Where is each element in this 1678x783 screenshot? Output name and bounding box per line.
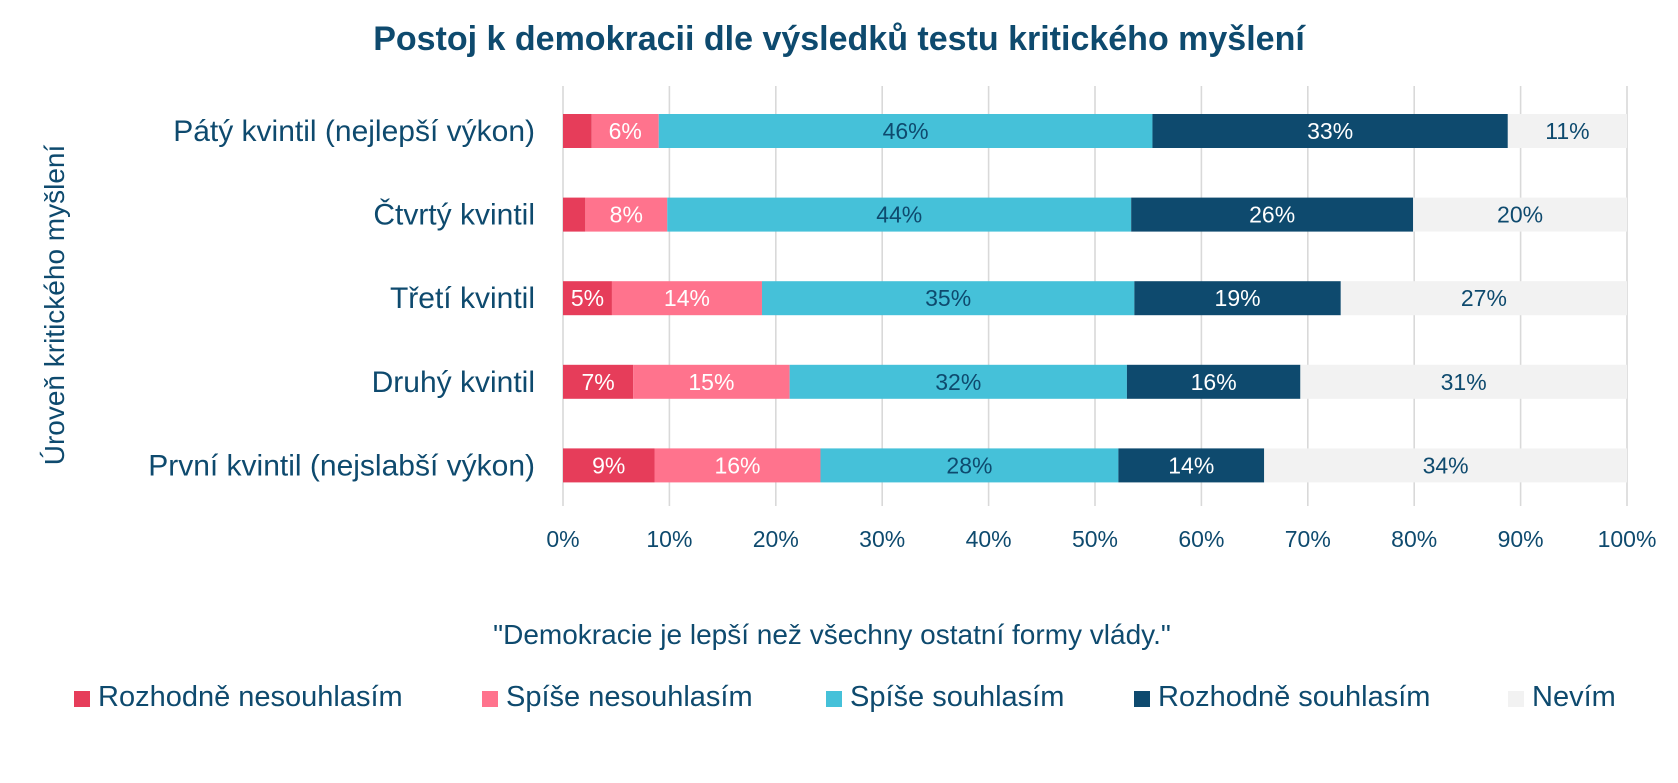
bar-data-label: 26% xyxy=(1249,202,1295,228)
bar-segment xyxy=(1134,281,1341,316)
bar-segment xyxy=(563,281,612,316)
bar-data-label: 32% xyxy=(935,369,981,395)
bar-segment xyxy=(789,364,1127,399)
x-tick-label: 10% xyxy=(646,526,692,552)
category-label: Druhý kvintil xyxy=(372,366,535,399)
legend-label: Spíše nesouhlasím xyxy=(506,681,753,713)
bar-data-label: 16% xyxy=(1191,369,1237,395)
legend-swatch xyxy=(74,691,90,707)
bar-segment xyxy=(761,281,1135,316)
bar-segment xyxy=(1340,281,1627,316)
bar-data-label: 14% xyxy=(664,285,710,311)
category-labels: Pátý kvintil (nejlepší výkon) Čtvrtý kvin… xyxy=(148,115,535,482)
bar-segment xyxy=(611,281,762,316)
x-tick-label: 90% xyxy=(1498,526,1544,552)
bar-data-label: 7% xyxy=(581,369,614,395)
legend-label: Nevím xyxy=(1532,681,1616,713)
category-label: Třetí kvintil xyxy=(390,282,535,315)
y-axis-title: Úroveň kritického myšlení xyxy=(39,145,70,466)
bar-segment xyxy=(591,114,659,148)
bar-data-label: 33% xyxy=(1307,118,1353,144)
x-tick-label: 70% xyxy=(1285,526,1331,552)
bar-data-label: 16% xyxy=(714,452,760,478)
bar-data-label: 6% xyxy=(609,118,642,144)
x-tick-label: 80% xyxy=(1391,526,1437,552)
bar-segment xyxy=(658,114,1153,148)
legend-swatch xyxy=(1508,691,1524,707)
legend-label: Spíše souhlasím xyxy=(850,681,1064,713)
bar-data-label: 5% xyxy=(571,285,604,311)
bar-data-label: 8% xyxy=(610,202,643,228)
bar-segment xyxy=(563,448,655,483)
bar-data-label: 9% xyxy=(592,452,625,478)
x-tick-label: 40% xyxy=(966,526,1012,552)
bar-data-label: 19% xyxy=(1215,285,1261,311)
bar-segment xyxy=(1264,448,1627,483)
bar-data-label: 15% xyxy=(688,369,734,395)
bar-segment xyxy=(1126,364,1301,399)
bar-data-label: 11% xyxy=(1545,118,1589,144)
bar-segment xyxy=(633,364,790,399)
bar-data-label: 46% xyxy=(883,118,929,144)
bar-segment xyxy=(1152,114,1508,148)
bars: 6% 46% 33% 11% 8% 44% 26% 20% 5% 14% 35% 19% 27% 7% 15… xyxy=(563,114,1627,483)
x-axis-ticks: 0% 10% 20% 30% 40% 50% 60% 70% 80% 90% 100% xyxy=(546,526,1656,552)
x-tick-label: 20% xyxy=(753,526,799,552)
bar-segment xyxy=(1131,197,1414,232)
chart-title: Postoj k demokracii dle výsledků testu k… xyxy=(373,20,1306,58)
bar-data-label: 34% xyxy=(1423,452,1469,478)
bar-data-label: 20% xyxy=(1497,202,1543,228)
x-tick-label: 100% xyxy=(1598,526,1657,552)
bar-segment xyxy=(563,364,634,399)
legend-label: Rozhodně souhlasím xyxy=(1158,681,1430,713)
bar-data-label: 44% xyxy=(876,202,922,228)
bar-segment xyxy=(654,448,821,483)
category-label: Pátý kvintil (nejlepší výkon) xyxy=(173,115,535,148)
bar-segment xyxy=(667,197,1132,232)
bar-segment xyxy=(1300,364,1627,399)
category-label: První kvintil (nejslabší výkon) xyxy=(148,449,535,482)
bar-segment xyxy=(563,114,592,148)
legend-swatch xyxy=(826,691,842,707)
bar-data-label: 35% xyxy=(925,285,971,311)
bar-data-label: 27% xyxy=(1461,285,1507,311)
x-tick-label: 0% xyxy=(546,526,579,552)
bar-data-label: 14% xyxy=(1168,452,1214,478)
x-tick-label: 50% xyxy=(1072,526,1118,552)
x-tick-label: 30% xyxy=(859,526,905,552)
bar-segment xyxy=(1507,114,1627,148)
bar-data-label: 31% xyxy=(1441,369,1487,395)
legend-swatch xyxy=(482,691,498,707)
x-tick-label: 60% xyxy=(1178,526,1224,552)
legend-label: Rozhodně nesouhlasím xyxy=(98,681,403,713)
bar-segment xyxy=(585,197,668,232)
category-label: Čtvrtý kvintil xyxy=(373,198,535,232)
bar-segment xyxy=(563,197,586,232)
legend: Rozhodně nesouhlasím Spíše nesouhlasím Spí… xyxy=(74,681,1616,713)
bar-segment xyxy=(1118,448,1265,483)
bar-segment xyxy=(1413,197,1627,232)
legend-swatch xyxy=(1134,691,1150,707)
bar-data-label: 28% xyxy=(946,452,992,478)
bar-segment xyxy=(820,448,1119,483)
x-axis-title: "Demokracie je lepší než všechny ostatní… xyxy=(493,619,1171,650)
